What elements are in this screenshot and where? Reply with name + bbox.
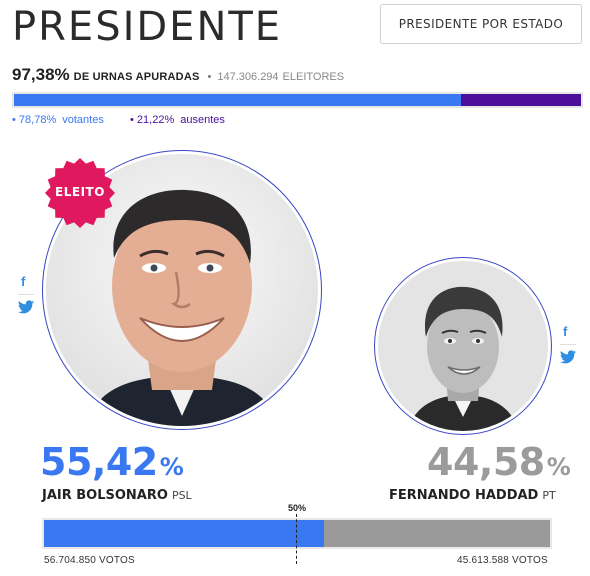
urnas-percent: 97,38% — [12, 65, 70, 84]
ausentes-label: ausentes — [180, 114, 225, 126]
haddad-percent-symbol: % — [546, 453, 571, 481]
haddad-party: PT — [542, 489, 556, 502]
twitter-icon[interactable] — [18, 300, 34, 314]
votantes-legend: • 78,78% votantes — [12, 114, 104, 126]
haddad-percent: 44,58% — [427, 440, 571, 484]
eleito-badge-star — [45, 158, 115, 228]
ausentes-percent: 21,22% — [136, 114, 175, 126]
votantes-fill — [14, 94, 461, 106]
bolsonaro-photo — [42, 150, 322, 430]
eleito-badge-icon — [45, 158, 115, 228]
haddad-share-fill — [324, 520, 550, 547]
electors-count: 147.306.294 — [217, 71, 279, 83]
haddad-photo — [374, 257, 552, 435]
facebook-icon[interactable]: f — [21, 274, 26, 289]
eleito-badge-label: ELEITO — [55, 185, 105, 199]
turnout-bar — [12, 92, 583, 108]
result-bar — [42, 518, 552, 549]
facebook-icon[interactable]: f — [563, 324, 568, 339]
bolsonaro-votes: 56.704.850 VOTOS — [44, 555, 135, 566]
page-title: PRESIDENTE — [12, 4, 283, 50]
midpoint-label: 50% — [288, 503, 307, 513]
presidente-por-estado-button[interactable]: PRESIDENTE POR ESTADO — [380, 4, 582, 44]
separator-dot: • — [207, 71, 212, 83]
bolsonaro-portrait — [46, 154, 318, 426]
bolsonaro-party: PSL — [171, 489, 192, 502]
haddad-percent-value: 44,58 — [427, 440, 545, 484]
share-divider — [560, 344, 576, 345]
urnas-summary: 97,38% DE URNAS APURADAS • 147.306.294 E… — [12, 65, 344, 85]
bolsonaro-percent-value: 55,42 — [40, 440, 158, 484]
twitter-icon[interactable] — [560, 350, 576, 364]
bolsonaro-name-text: JAIR BOLSONARO — [42, 488, 168, 503]
votantes-label: votantes — [62, 114, 104, 126]
bolsonaro-name: JAIR BOLSONARO PSL — [42, 488, 192, 503]
ausentes-legend: • 21,22% ausentes — [130, 114, 225, 126]
electors-label: ELEITORES — [282, 71, 345, 83]
midpoint-line — [296, 514, 297, 564]
ausentes-fill — [461, 94, 581, 106]
haddad-name-text: FERNANDO HADDAD — [389, 488, 539, 503]
haddad-votes: 45.613.588 VOTOS — [457, 555, 548, 566]
share-divider — [18, 294, 34, 295]
haddad-portrait — [378, 261, 548, 431]
bolsonaro-share-fill — [44, 520, 324, 547]
urnas-label: DE URNAS APURADAS — [73, 71, 200, 83]
haddad-name: FERNANDO HADDAD PT — [389, 488, 556, 503]
bolsonaro-percent: 55,42% — [40, 440, 184, 484]
votantes-percent: 78,78% — [18, 114, 57, 126]
bolsonaro-percent-symbol: % — [159, 453, 184, 481]
